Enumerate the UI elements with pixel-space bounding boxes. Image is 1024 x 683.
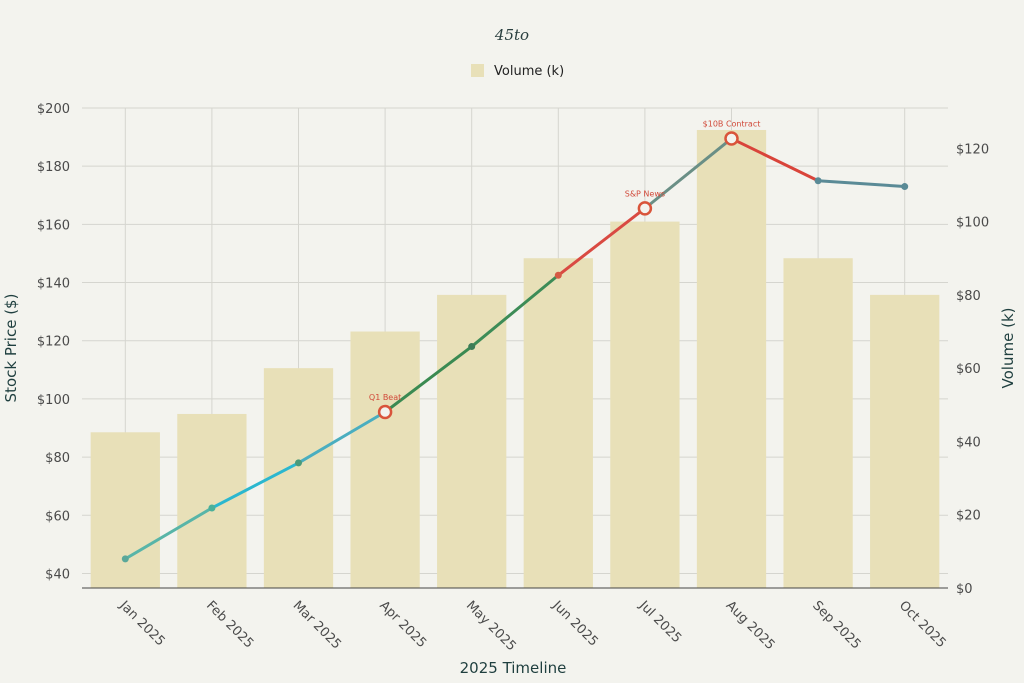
price-point [121,555,129,563]
y-left-tick-label: $60 [45,509,70,524]
x-tick-label: May 2025 [463,598,519,654]
x-tick-label: Feb 2025 [203,598,256,651]
price-line-segment [297,410,387,465]
x-tick-label: Sep 2025 [809,598,863,652]
x-tick-label: Apr 2025 [376,598,429,651]
volume-bar [610,221,680,589]
annotation-marker [377,404,393,420]
annotation-label: Q1 Beat [369,393,401,402]
annotation-label: $10B Contract [703,120,761,129]
y-right-tick-label: $40 [956,435,981,450]
annotation-marker [637,201,653,216]
price-line [123,137,907,561]
price-point [295,459,302,467]
volume-bar [437,294,507,588]
y-right-tick-label: $0 [956,582,973,597]
price-line-segment [643,137,733,210]
chart-title: 45to [494,26,529,44]
y-left-tick-label: $200 [37,102,70,117]
price-line-segment [123,506,214,561]
annotations: Q1 Beat S&P News $10B Contract [369,120,761,420]
x-tick-label: Jun 2025 [549,598,601,650]
volume-bar [263,368,334,588]
price-line-segment [383,345,474,414]
volume-bar [696,129,767,588]
price-point [901,183,909,191]
price-point [814,177,822,185]
volume-bar [177,413,247,588]
price-point [208,504,216,512]
x-tick-label: Mar 2025 [290,598,344,652]
annotation-label: S&P News [625,189,665,198]
y-axis-right-label: Volume (k) [999,308,1017,389]
x-tick-label: Jul 2025 [635,598,684,647]
annotation-marker [724,131,739,146]
price-line-segment [730,137,820,183]
legend-label-volume: Volume (k) [494,64,564,79]
price-line-segment [816,179,907,189]
price-line-segment [470,273,560,349]
volume-bar [523,258,593,588]
y-right-tick-label: $120 [956,142,989,157]
x-tick-label: Jan 2025 [116,598,168,650]
volume-bar [783,258,853,588]
price-point [468,343,476,351]
y-left-tick-label: $180 [37,160,70,175]
y-left-tick-label: $160 [37,218,70,233]
x-tick-label: Aug 2025 [723,598,778,653]
legend-swatch-volume [471,64,484,77]
y-left-tick-label: $120 [37,335,70,350]
y-right-tick-label: $60 [956,362,981,377]
y-left-tick-label: $140 [37,277,70,292]
y-axis-left-label: Stock Price ($) [2,294,20,403]
price-line-segment [556,206,647,277]
legend: Volume (k) [471,64,564,79]
volume-bar [870,294,940,588]
y-right-tick-label: $80 [956,289,981,304]
y-left-tick-label: $100 [37,393,70,408]
y-left-tick-label: $40 [45,567,70,582]
price-line-segment [210,461,300,510]
volume-bar [350,331,420,588]
y-right-tick-label: $20 [956,509,981,524]
y-right-tick-label: $100 [956,216,989,231]
y-left-tick-label: $80 [45,451,70,466]
price-point [554,271,562,279]
x-tick-label: Oct 2025 [896,598,949,651]
x-axis-label: 2025 Timeline [460,659,567,677]
volume-bars [90,129,940,589]
volume-bar [90,432,160,588]
